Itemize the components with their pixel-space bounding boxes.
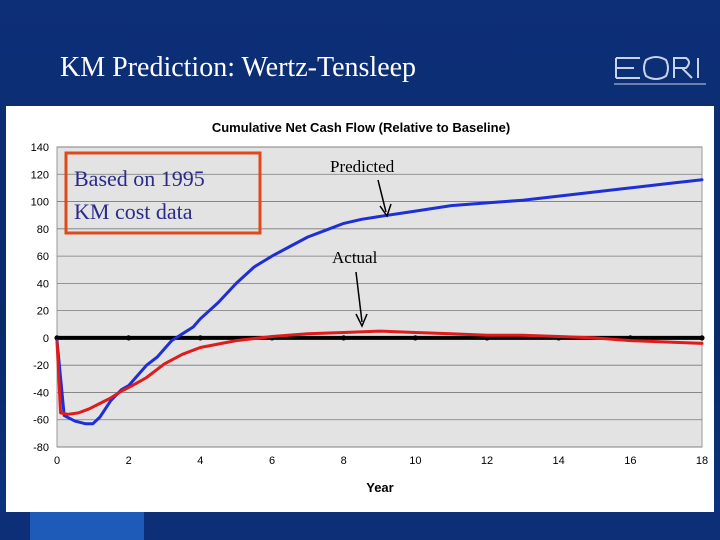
y-tick-label: 0 — [43, 333, 49, 345]
actual-arrowhead — [355, 313, 368, 328]
predicted-label: Predicted — [330, 157, 395, 176]
y-tick-label: 100 — [31, 197, 49, 209]
footer-block — [30, 512, 144, 540]
x-tick-label: 10 — [409, 455, 421, 467]
x-axis-label: Year — [366, 480, 393, 495]
x-tick-label: 12 — [481, 455, 493, 467]
predicted-arrow — [377, 179, 387, 213]
plot-area — [56, 146, 703, 448]
x-tick-label: 18 — [696, 455, 708, 467]
x-tick-label: 4 — [197, 455, 203, 467]
series-line-predicted — [55, 178, 704, 426]
series-layer — [54, 178, 705, 426]
chart-panel: Cumulative Net Cash Flow (Relative to Ba… — [6, 106, 714, 512]
x-tick-label: 14 — [553, 455, 565, 467]
actual-label: Actual — [332, 248, 378, 267]
y-tick-label: -60 — [33, 415, 49, 427]
annotation-box-line1: Based on 1995 — [74, 166, 205, 191]
axis-ticks: -80 -60 -40 -20 0 20 40 60 80 100 120 140 0 2 4 6 8 10 12 1… — [31, 142, 708, 467]
y-tick-label: -20 — [33, 360, 49, 372]
baseline-marker — [341, 335, 347, 341]
baseline-marker — [197, 335, 203, 341]
x-tick-label: 2 — [126, 455, 132, 467]
actual-arrow — [355, 271, 363, 323]
annotation-box — [64, 151, 262, 235]
y-tick-label: 80 — [37, 224, 49, 236]
x-tick-label: 16 — [624, 455, 636, 467]
baseline-marker — [54, 335, 60, 341]
x-tick-label: 6 — [269, 455, 275, 467]
x-tick-label: 0 — [54, 455, 60, 467]
y-tick-label: 120 — [31, 169, 49, 181]
series-line-actual — [55, 329, 704, 416]
y-tick-label: -40 — [33, 387, 49, 399]
predicted-arrowhead — [379, 203, 392, 218]
y-tick-label: 40 — [37, 278, 49, 290]
chart: Cumulative Net Cash Flow (Relative to Ba… — [31, 120, 708, 495]
logo-icon — [614, 56, 706, 85]
grid-lines — [57, 146, 702, 448]
annotation-box-line2: KM cost data — [74, 199, 193, 224]
x-tick-label: 8 — [341, 455, 347, 467]
y-tick-label: 140 — [31, 142, 49, 154]
baseline-marker — [699, 335, 705, 341]
y-tick-label: 20 — [37, 306, 49, 318]
chart-title: Cumulative Net Cash Flow (Relative to Ba… — [212, 120, 510, 135]
baseline-marker — [126, 335, 132, 341]
y-tick-label: -80 — [33, 442, 49, 454]
slide-title: KM Prediction: Wertz-Tensleep — [60, 52, 417, 83]
baseline-marker — [412, 335, 418, 341]
y-tick-label: 60 — [37, 251, 49, 263]
